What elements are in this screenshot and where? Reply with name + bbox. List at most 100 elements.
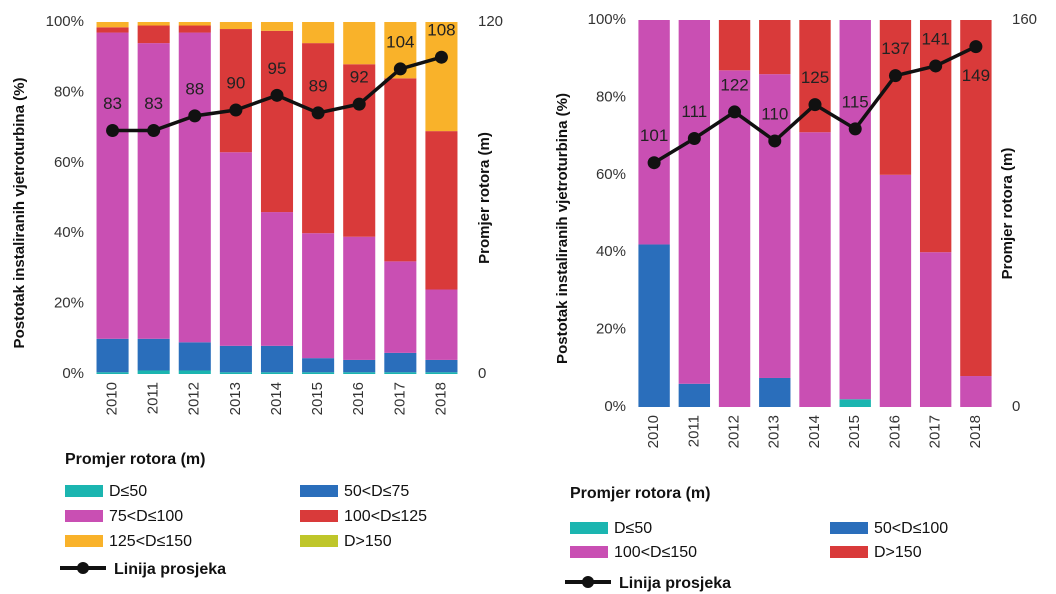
x-tick-label: 2015 [309, 382, 326, 415]
legend-swatch [570, 546, 608, 558]
x-tick-label: 2017 [391, 382, 408, 415]
legend-label: 125<D≤150 [109, 533, 192, 550]
legend-swatch [300, 485, 338, 497]
value-label: 90 [226, 73, 245, 92]
average-point [147, 124, 161, 138]
x-tick-label: 2011 [145, 382, 162, 414]
y-tick-label: 100% [588, 11, 626, 28]
bar-segment [759, 377, 791, 407]
bar-segment [425, 22, 458, 132]
bar-segment [260, 345, 294, 373]
bar-segment [302, 233, 335, 359]
legend-swatch [65, 535, 103, 547]
bar-segment [219, 29, 252, 153]
average-point [969, 40, 983, 54]
y-tick-label: 60% [54, 154, 84, 171]
legend-label: Linija prosjeka [619, 575, 731, 592]
x-tick-label: 2012 [186, 382, 203, 415]
bar-segment [96, 372, 129, 374]
value-label: 137 [881, 39, 909, 58]
bar-segment [137, 25, 170, 44]
legend-label: 100<D≤125 [344, 508, 427, 525]
bar-segment [425, 372, 458, 374]
legend-swatch [65, 510, 103, 522]
bar-segment [137, 338, 170, 371]
bar-segment [425, 131, 458, 290]
value-label: 125 [801, 68, 829, 87]
average-point [393, 62, 407, 76]
bar-segment [178, 22, 211, 26]
bar-segment [178, 342, 211, 371]
legend-label: D≤50 [614, 520, 652, 537]
bar-segment [96, 338, 129, 373]
y-tick-label: 100% [46, 13, 84, 30]
bar-segment [879, 174, 912, 407]
x-tick-label: 2013 [766, 415, 783, 448]
bar-segment [219, 152, 252, 346]
legend-title: Promjer rotora (m) [65, 451, 205, 468]
legend-label: D>150 [874, 544, 922, 561]
y-tick-label: 0% [604, 398, 626, 415]
bar-segment [178, 25, 211, 33]
bar-segment [302, 372, 335, 374]
bar-segment [96, 22, 129, 28]
x-tick-label: 2010 [645, 415, 662, 448]
average-point [434, 50, 448, 64]
bar-segment [219, 22, 252, 30]
y2-tick-label: 0 [478, 365, 486, 382]
legend-label: D≤50 [109, 483, 147, 500]
y2-tick-label: 120 [478, 13, 503, 30]
bar-segment [302, 43, 335, 234]
legend-marker [582, 576, 594, 588]
average-point [768, 134, 782, 148]
bar-segment [960, 376, 992, 407]
legend-swatch [300, 535, 338, 547]
bar-segment [137, 43, 170, 339]
y-tick-label: 40% [54, 224, 84, 241]
value-label: 95 [268, 59, 287, 78]
legend-title: Promjer rotora (m) [570, 485, 710, 502]
average-point [229, 103, 243, 117]
bar-segment [718, 20, 751, 71]
legend-swatch [830, 546, 868, 558]
value-label: 83 [103, 94, 122, 113]
y-axis-title: Postotak instaliranih vjetroturbina (%) [11, 78, 28, 349]
bar-segment [302, 22, 335, 44]
y2-axis-title: Promjer rotora (m) [476, 132, 493, 264]
bar-segment [425, 359, 458, 373]
legend-marker [77, 562, 89, 574]
average-point [270, 88, 284, 102]
value-label: 92 [350, 68, 369, 87]
bar-segment [260, 30, 294, 213]
value-label: 111 [681, 102, 707, 121]
legend-label: 100<D≤150 [614, 544, 697, 561]
value-label: 88 [185, 79, 204, 98]
legend-label: D>150 [344, 533, 392, 550]
bar-segment [178, 32, 211, 343]
average-point [848, 122, 862, 136]
average-point [188, 109, 202, 123]
average-point [687, 132, 701, 146]
average-point [808, 98, 822, 112]
average-point [106, 124, 120, 138]
bar-segment [678, 20, 711, 384]
x-tick-label: 2018 [432, 382, 449, 415]
bar-segment [219, 372, 252, 374]
legend-label: 50<D≤100 [874, 520, 948, 537]
bar-segment [343, 22, 376, 65]
y-tick-label: 20% [596, 321, 626, 338]
value-label: 83 [144, 94, 163, 113]
bar-segment [425, 289, 458, 360]
value-label: 141 [921, 29, 949, 48]
x-tick-label: 2011 [685, 415, 702, 447]
bar-segment [137, 370, 170, 374]
y-tick-label: 80% [54, 83, 84, 100]
y-tick-label: 60% [596, 166, 626, 183]
x-tick-label: 2016 [886, 415, 903, 448]
y2-axis-title: Promjer rotora (m) [999, 148, 1016, 280]
value-label: 104 [386, 32, 414, 51]
x-tick-label: 2013 [227, 382, 244, 415]
bar-segment [384, 352, 417, 373]
bar-segment [302, 358, 335, 373]
bar-segment [260, 212, 294, 346]
